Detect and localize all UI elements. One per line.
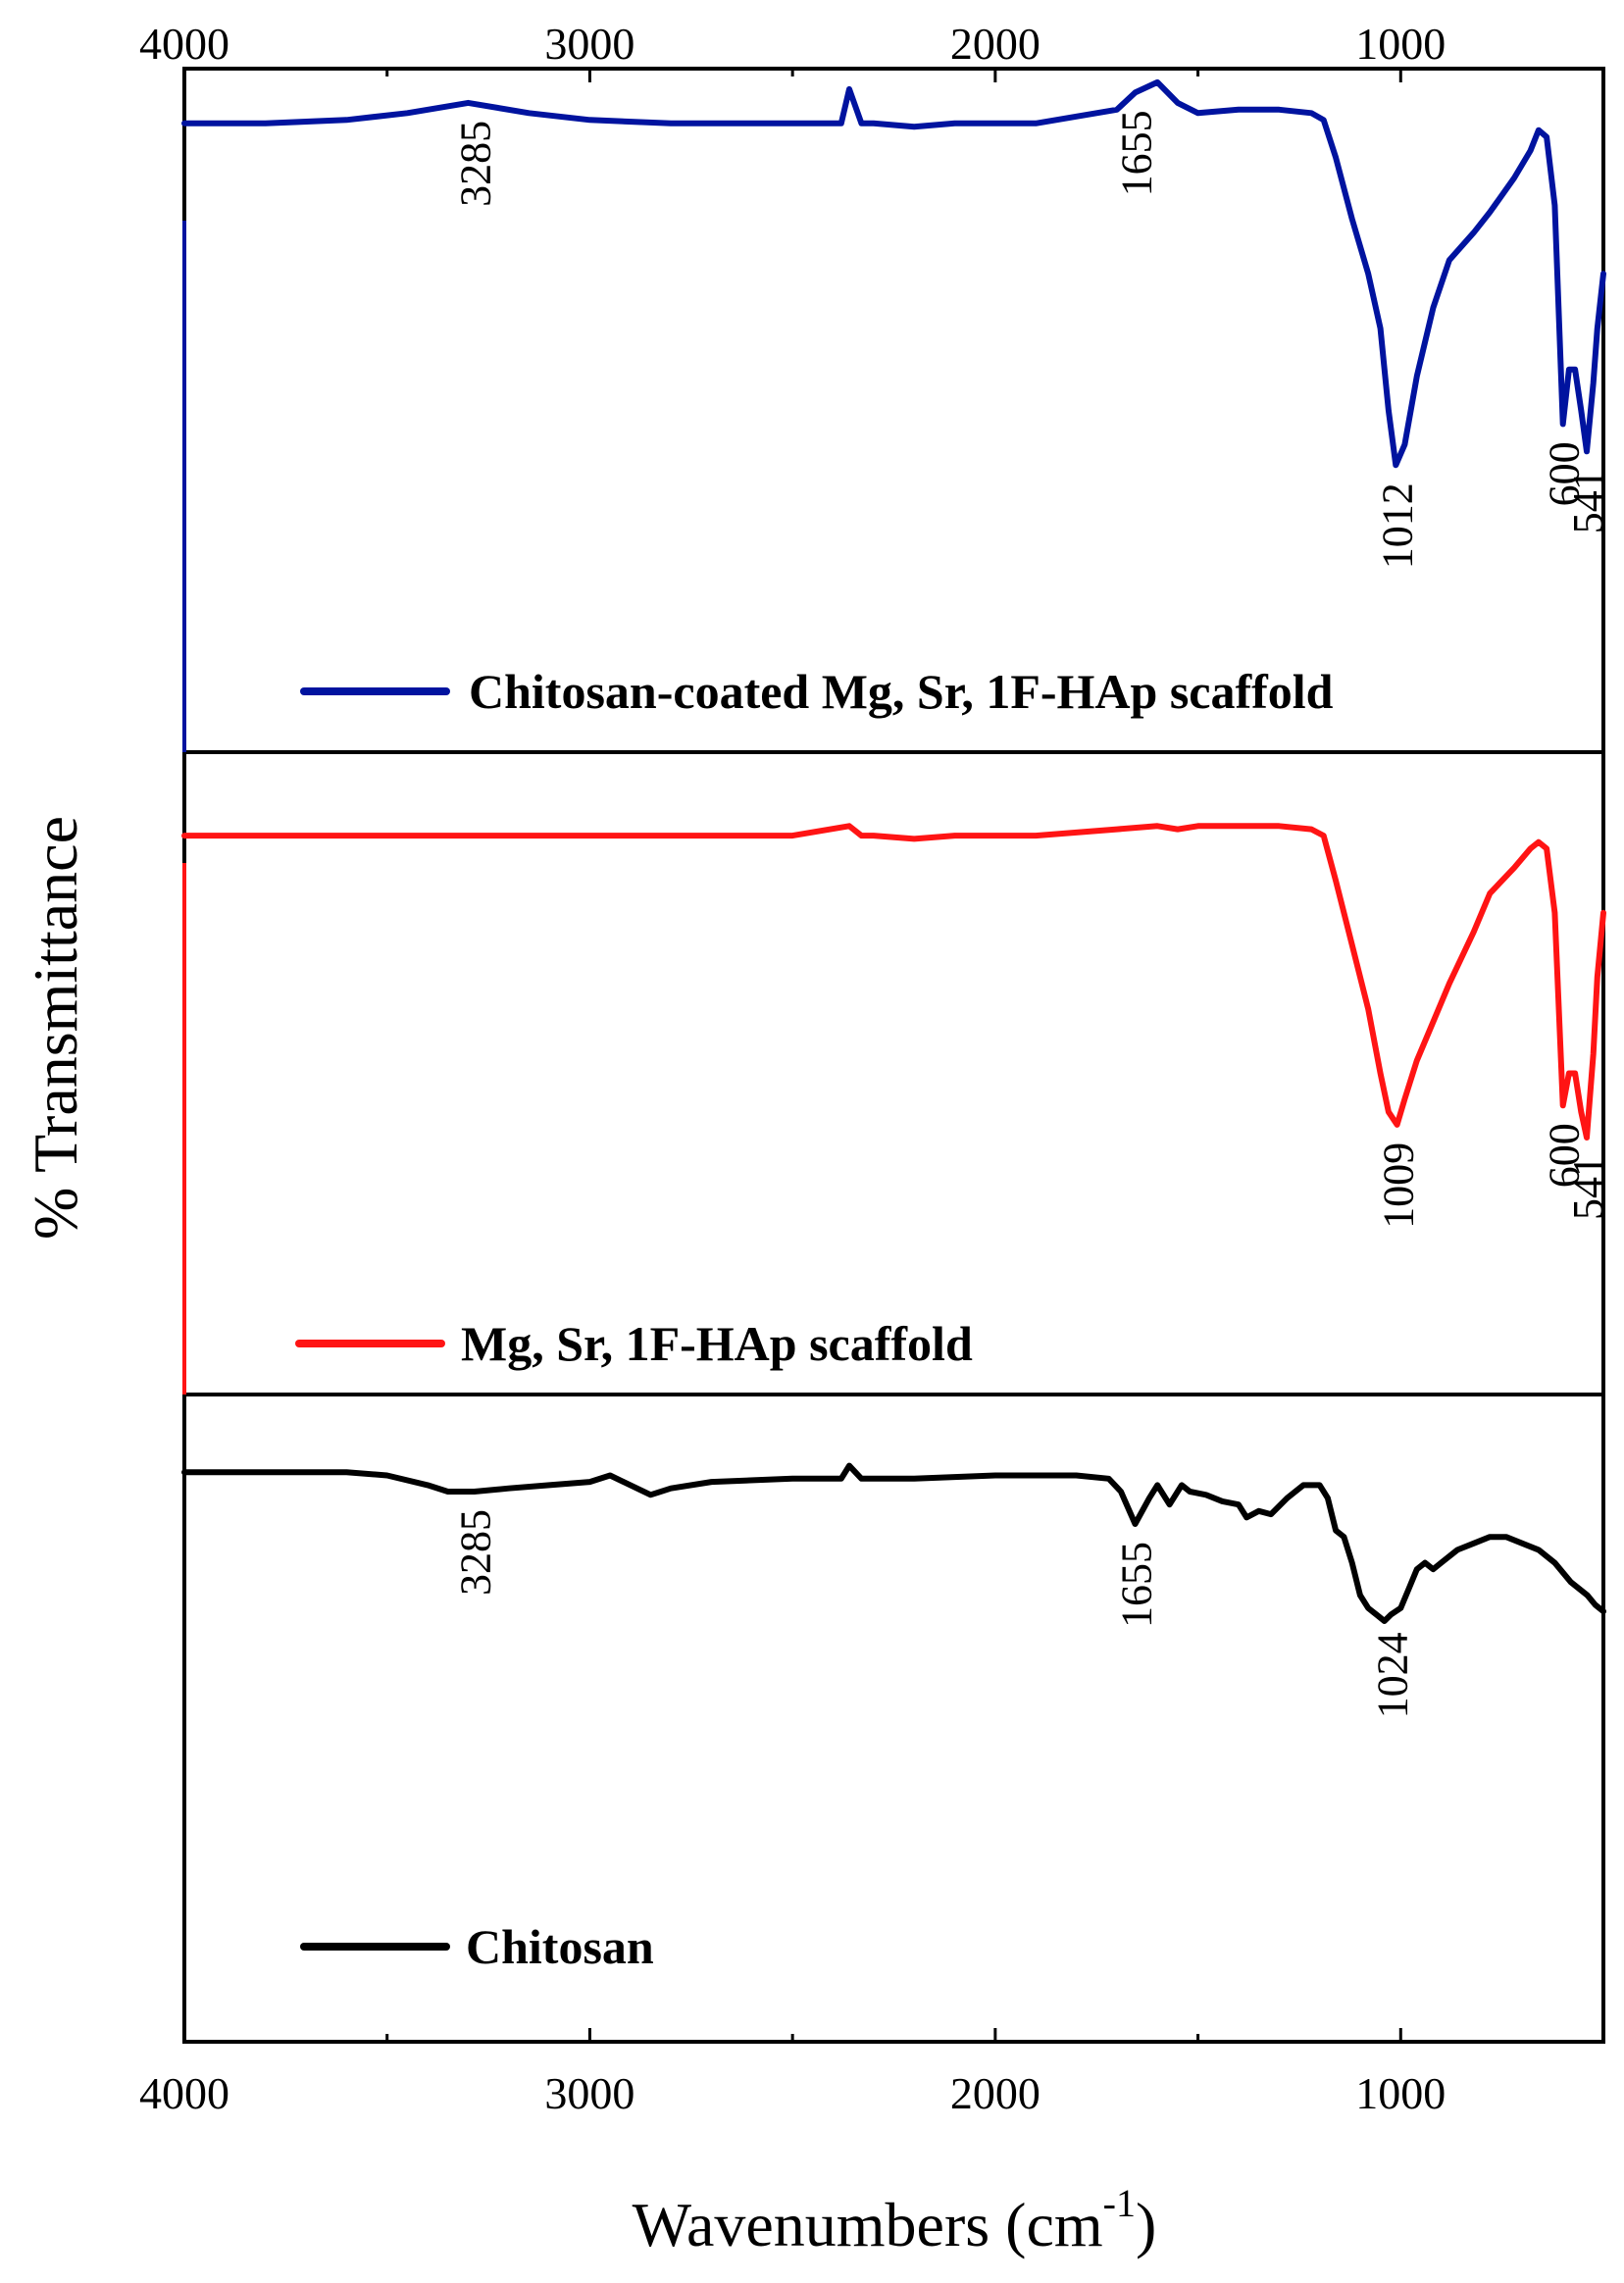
peak-label: 600 xyxy=(1541,441,1589,506)
legend: Chitosan-coated Mg, Sr, 1F-HAp scaffold M… xyxy=(295,664,1334,1974)
x-axis-title-sup: -1 xyxy=(1103,2181,1136,2225)
series-line-2 xyxy=(181,1462,1606,1624)
series-lines xyxy=(181,78,1606,1624)
series-line-0 xyxy=(181,78,1606,469)
x-axis-title-end: ) xyxy=(1136,2190,1156,2259)
y-axis-title: % Transmittance xyxy=(21,816,90,1240)
panel-middle xyxy=(182,750,1605,1396)
plot-panels xyxy=(182,67,1605,2044)
x-tick-label-top: 2000 xyxy=(950,19,1040,69)
series-line-1 xyxy=(181,823,1606,1141)
peak-label: 600 xyxy=(1541,1123,1589,1188)
panel-bottom xyxy=(182,1393,1605,2044)
x-tick-label-top: 3000 xyxy=(544,19,634,69)
peak-label: 541 xyxy=(1564,469,1612,533)
peak-label: 3285 xyxy=(452,1509,500,1596)
peak-label: 1024 xyxy=(1368,1632,1416,1718)
x-tick-label-bottom: 1000 xyxy=(1355,2068,1446,2118)
legend-label-0: Chitosan-coated Mg, Sr, 1F-HAp scaffold xyxy=(469,664,1334,719)
axis-tick-labels: 4000 4000 3000 3000 2000 2000 1000 1000 xyxy=(139,19,1446,2118)
x-axis-title-main: Wavenumbers (cm xyxy=(633,2190,1103,2259)
x-tick-label-bottom: 2000 xyxy=(950,2068,1040,2118)
x-tick-label-top: 4000 xyxy=(139,19,229,69)
peak-label: 1655 xyxy=(1113,1542,1161,1628)
x-tick-label-top: 1000 xyxy=(1355,19,1446,69)
axis-ticks xyxy=(182,69,1402,2042)
x-tick-label-bottom: 4000 xyxy=(139,2068,229,2118)
legend-label-1: Mg, Sr, 1F-HAp scaffold xyxy=(461,1316,973,1371)
peak-label: 1012 xyxy=(1373,482,1421,569)
x-axis-title: Wavenumbers (cm-1) xyxy=(633,2181,1157,2259)
legend-label-2: Chitosan xyxy=(466,1919,654,1974)
x-tick-label-bottom: 3000 xyxy=(544,2068,634,2118)
peak-label: 1009 xyxy=(1375,1142,1423,1229)
peak-label: 3285 xyxy=(452,121,500,207)
peak-label: 1655 xyxy=(1113,110,1161,196)
peak-label: 541 xyxy=(1564,1155,1612,1220)
